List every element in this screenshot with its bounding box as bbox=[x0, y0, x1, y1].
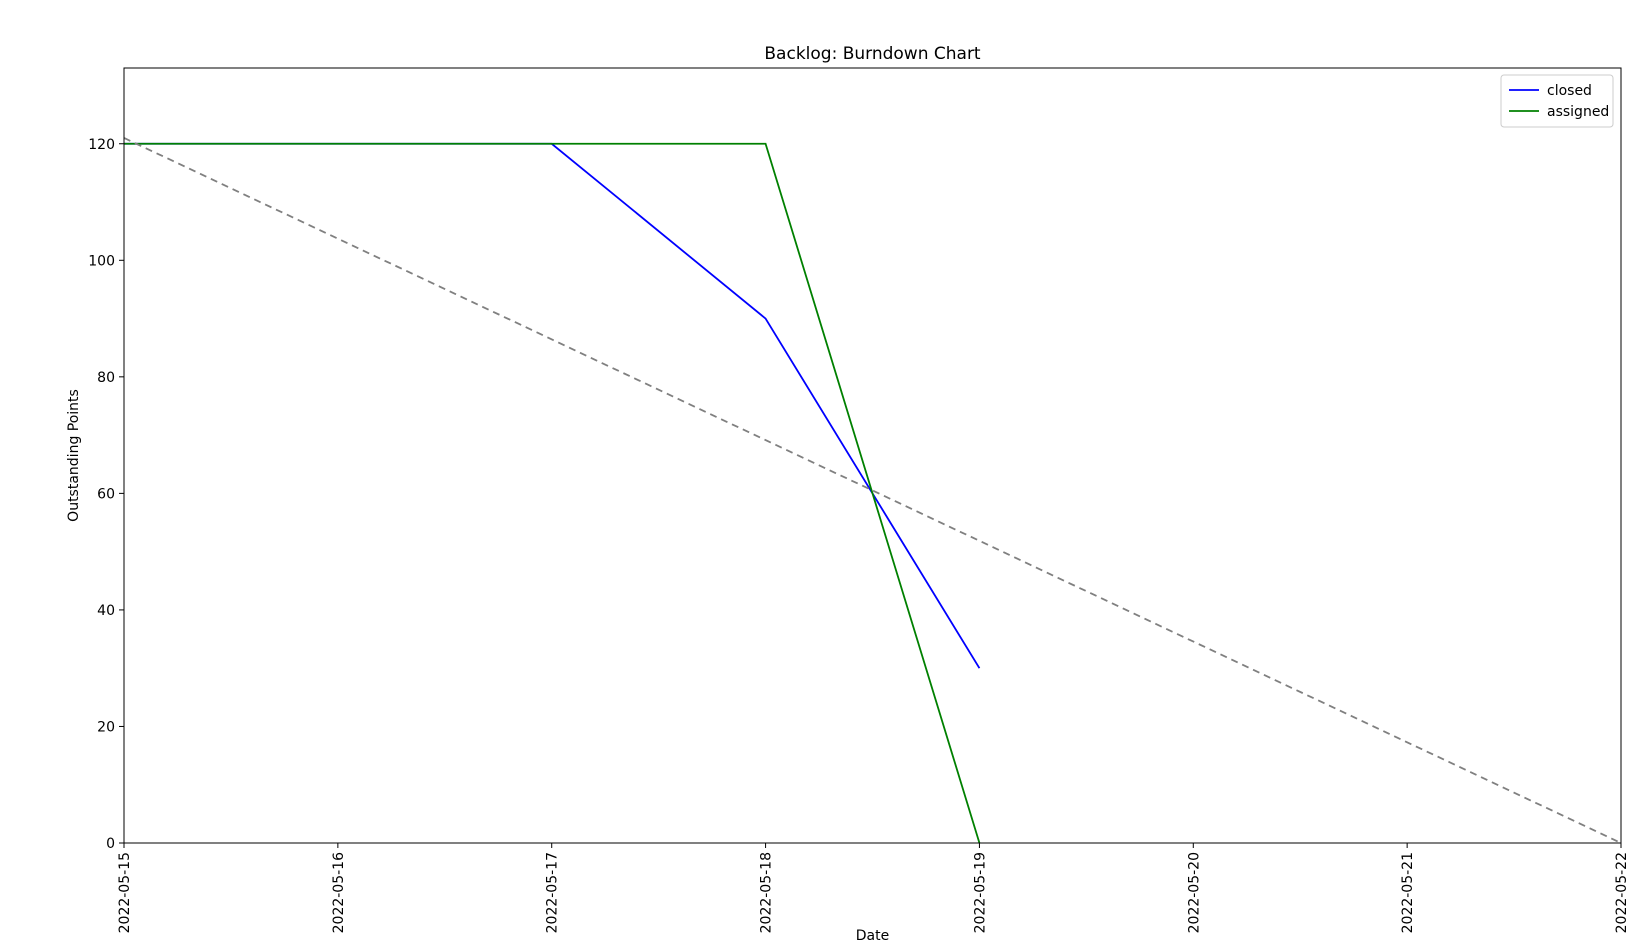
y-tick-label: 100 bbox=[88, 253, 115, 269]
y-tick-label: 120 bbox=[88, 137, 115, 153]
x-tick-label: 2022-05-18 bbox=[759, 852, 775, 933]
x-tick-label: 2022-05-22 bbox=[1614, 852, 1630, 933]
series-line-closed bbox=[124, 142, 981, 669]
x-tick-label: 2022-05-15 bbox=[117, 852, 133, 933]
series-line-assigned bbox=[124, 142, 981, 844]
legend-box bbox=[1500, 74, 1614, 128]
plot-frame bbox=[123, 67, 1622, 844]
x-tick-label: 2022-05-20 bbox=[1186, 852, 1202, 933]
legend: closed assigned bbox=[1500, 74, 1614, 128]
chart-title: Backlog: Burndown Chart bbox=[764, 44, 981, 64]
y-axis-title: Outstanding Points bbox=[66, 389, 82, 522]
x-tick-label: 2022-05-19 bbox=[972, 852, 988, 933]
y-tick-label: 80 bbox=[97, 370, 115, 386]
y-tick-label: 60 bbox=[97, 486, 115, 502]
x-tick-label: 2022-05-16 bbox=[331, 852, 347, 933]
y-tick-label: 40 bbox=[97, 603, 115, 619]
y-tick-label: 0 bbox=[106, 836, 115, 852]
legend-label-closed: closed bbox=[1547, 83, 1592, 99]
ticks-layer: 0 20 40 60 80 100 120 2022-05-15 2022-05-16 2022-… bbox=[88, 137, 1630, 934]
x-axis-title: Date bbox=[856, 928, 889, 944]
x-tick-label: 2022-05-17 bbox=[545, 852, 561, 933]
legend-label-assigned: assigned bbox=[1547, 104, 1609, 120]
x-tick-label: 2022-05-21 bbox=[1400, 852, 1416, 933]
y-tick-label: 20 bbox=[97, 719, 115, 735]
series-layer bbox=[123, 137, 1622, 844]
